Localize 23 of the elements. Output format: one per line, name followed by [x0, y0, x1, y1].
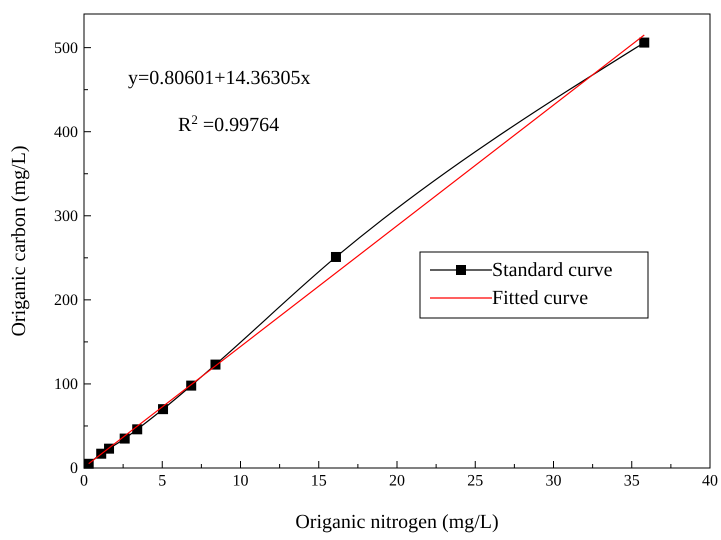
- legend-label: Fitted curve: [492, 287, 588, 309]
- x-tick-label: 20: [389, 472, 405, 490]
- legend-label: Standard curve: [492, 259, 613, 281]
- annotation: y=0.80601+14.36305x: [128, 67, 311, 89]
- x-tick-label: 10: [232, 472, 248, 490]
- x-tick-label: 5: [158, 472, 166, 490]
- x-tick-label: 30: [546, 472, 562, 490]
- y-tick-label: 0: [70, 460, 78, 478]
- annotation: R$^{2}$ =0.99764: [178, 112, 280, 136]
- point: [639, 38, 650, 48]
- x-tick-label: 35: [624, 472, 640, 490]
- y-tick-label: 100: [54, 376, 78, 394]
- y-tick-label: 200: [54, 292, 78, 309]
- x-tick-label: 15: [310, 472, 327, 490]
- point: [84, 458, 94, 469]
- y-tick-label: 300: [54, 208, 78, 225]
- x-tick-label: 40: [702, 472, 718, 490]
- x-axis-title: Origanic nitrogen (mg/L): [295, 511, 499, 533]
- y-tick-label: 400: [54, 124, 78, 141]
- y-axis-title: Origanic carbon (mg/L): [8, 145, 30, 337]
- y-tick-label: 500: [54, 40, 78, 57]
- point: [330, 252, 341, 262]
- x-tick-label: 25: [467, 472, 484, 490]
